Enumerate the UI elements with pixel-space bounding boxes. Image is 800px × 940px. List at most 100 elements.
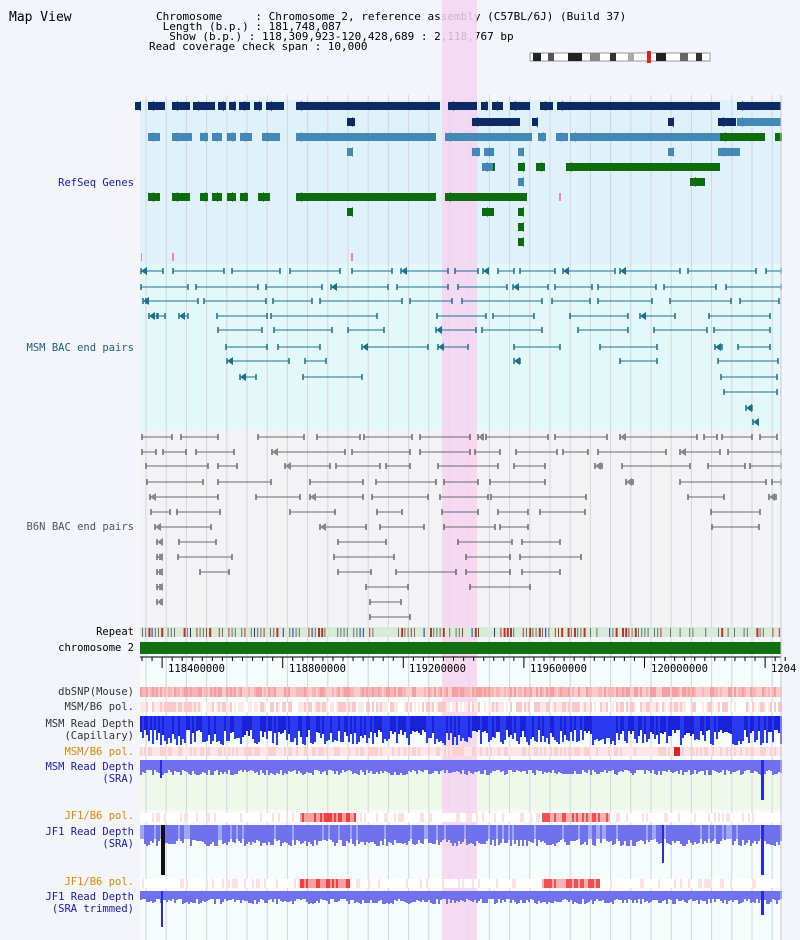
gene-block xyxy=(510,102,530,110)
depth-bar xyxy=(474,825,476,846)
heat-cell xyxy=(384,879,386,888)
track-label-jf1-trimmed[interactable]: JF1 Read Depth xyxy=(45,891,134,903)
depth-bar xyxy=(156,760,158,772)
heat-cell xyxy=(740,702,742,712)
heat-cell xyxy=(178,747,180,756)
depth-bar xyxy=(150,891,152,901)
heat-cell xyxy=(172,813,174,822)
track-label-jf1-pol-2[interactable]: JF1/B6 pol. xyxy=(64,876,134,888)
heat-cell xyxy=(464,702,466,712)
depth-bar xyxy=(474,891,476,900)
heat-cell xyxy=(628,687,630,697)
depth-bar xyxy=(272,891,274,902)
depth-bar xyxy=(228,891,230,900)
heat-cell xyxy=(612,687,614,697)
heat-cell xyxy=(452,702,454,712)
heat-cell xyxy=(342,702,344,712)
heat-cell xyxy=(172,879,174,888)
depth-bar xyxy=(570,891,572,900)
heat-cell xyxy=(408,879,410,888)
heat-cell xyxy=(718,702,720,712)
track-label-msm-bac[interactable]: MSM BAC end pairs xyxy=(26,342,134,354)
track-label-chromosome[interactable]: chromosome 2 xyxy=(58,642,134,654)
heat-cell xyxy=(720,687,722,697)
depth-bar xyxy=(518,891,520,903)
depth-bar xyxy=(302,716,304,744)
repeat-element xyxy=(474,628,477,637)
heat-cell xyxy=(354,879,356,888)
heat-cell xyxy=(706,687,708,697)
heat-cell xyxy=(258,813,260,822)
heat-cell xyxy=(276,702,278,712)
heat-cell xyxy=(540,687,542,697)
depth-bar xyxy=(716,716,718,739)
heat-cell xyxy=(468,747,470,756)
heat-cell xyxy=(198,687,200,697)
track-label-msm-b6-pol-2[interactable]: MSM/B6 pol. xyxy=(64,746,134,758)
heat-cell xyxy=(694,747,696,756)
heat-cell xyxy=(362,813,364,822)
depth-spike xyxy=(662,825,664,863)
depth-bar xyxy=(500,716,502,742)
depth-bar xyxy=(452,716,454,745)
coverage-span-info: Read coverage check span : 10,000 xyxy=(149,40,368,53)
track-label-msm-depth-cap[interactable]: MSM Read Depth xyxy=(45,718,134,730)
heat-cell xyxy=(324,702,326,712)
heat-cell xyxy=(362,687,364,697)
heat-cell xyxy=(422,813,424,822)
bac-end-arrow xyxy=(640,312,646,320)
depth-bar xyxy=(612,716,614,741)
depth-bar xyxy=(166,891,168,902)
track-label-jf1-pol-1[interactable]: JF1/B6 pol. xyxy=(64,810,134,822)
depth-bar xyxy=(334,891,336,902)
heat-cell xyxy=(690,813,692,822)
depth-bar xyxy=(290,825,292,846)
depth-bar xyxy=(158,760,160,773)
track-label-msm-b6-pol-1[interactable]: MSM/B6 pol. xyxy=(64,701,134,713)
heat-cell xyxy=(592,747,594,756)
ideogram-band xyxy=(628,53,634,61)
bac-end-arrow xyxy=(362,343,368,351)
depth-bar xyxy=(674,760,676,772)
heat-cell xyxy=(144,747,146,756)
heat-cell xyxy=(440,687,442,697)
heat-cell xyxy=(648,702,650,712)
depth-bar xyxy=(408,716,410,745)
track-label-refseq[interactable]: RefSeq Genes xyxy=(58,177,134,189)
heat-cell xyxy=(610,879,612,888)
depth-bar xyxy=(686,760,688,772)
depth-bar xyxy=(446,716,448,733)
depth-bar xyxy=(438,760,440,774)
track-label-repeat[interactable]: Repeat xyxy=(96,626,134,638)
heat-cell xyxy=(640,813,642,822)
heat-cell xyxy=(208,702,210,712)
heat-cell xyxy=(548,702,550,712)
heat-cell xyxy=(680,879,682,888)
heat-cell xyxy=(692,747,694,756)
heat-cell xyxy=(630,813,632,822)
heat-cell xyxy=(756,702,758,712)
track-label-jf1-depth[interactable]: JF1 Read Depth xyxy=(45,826,134,838)
heat-cell xyxy=(194,879,196,888)
heat-cell xyxy=(536,747,538,756)
track-label-msm-depth-sra[interactable]: MSM Read Depth xyxy=(45,761,134,773)
heat-cell xyxy=(398,702,400,712)
heat-cell xyxy=(364,702,366,712)
depth-bar xyxy=(368,716,370,738)
heat-cell xyxy=(434,747,436,756)
depth-bar xyxy=(750,760,752,773)
heat-cell xyxy=(596,702,598,712)
track-label-dbsnp[interactable]: dbSNP(Mouse) xyxy=(58,686,134,698)
repeat-element xyxy=(222,628,223,637)
heat-cell xyxy=(260,879,262,888)
heat-cell xyxy=(734,813,736,822)
heat-cell xyxy=(250,702,252,712)
depth-bar xyxy=(654,716,656,739)
depth-bar xyxy=(486,891,488,903)
depth-bar xyxy=(556,825,558,843)
track-label-b6n-bac[interactable]: B6N BAC end pairs xyxy=(26,521,134,533)
depth-bar xyxy=(318,760,320,771)
heat-cell xyxy=(374,879,376,888)
depth-bar xyxy=(330,760,332,770)
